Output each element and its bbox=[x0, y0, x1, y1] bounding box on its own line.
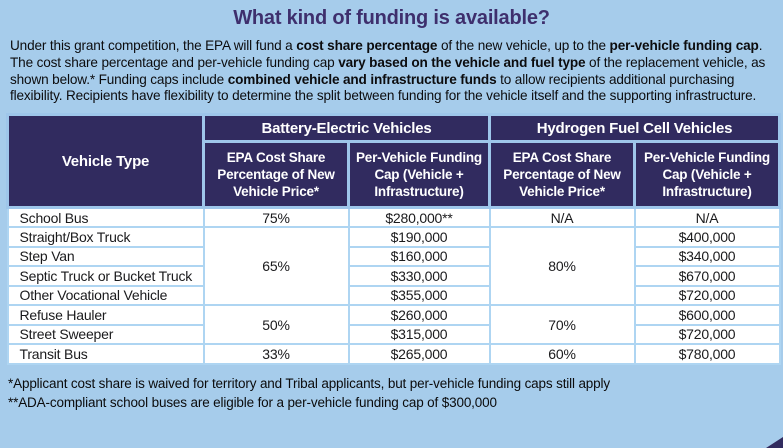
vehicle-type-header: Vehicle Type bbox=[6, 113, 205, 210]
h2-cost-share-cell: N/A bbox=[488, 206, 636, 229]
table-group-header-row: Vehicle Type Battery-Electric Vehicles H… bbox=[6, 113, 781, 210]
footnote-ada-school-bus: **ADA-compliant school buses are eligibl… bbox=[8, 395, 497, 411]
group-header-hydrogen-fuel-cell: Hydrogen Fuel Cell Vehicles bbox=[488, 113, 781, 144]
h2-funding-cap-cell: $670,000 bbox=[633, 265, 781, 287]
h2-cost-share-cell: 80% bbox=[488, 226, 636, 307]
bev-cost-share-cell: 75% bbox=[202, 206, 350, 229]
intro-paragraph: Under this grant competition, the EPA wi… bbox=[10, 38, 766, 104]
bev-cost-share-cell: 65% bbox=[202, 226, 350, 307]
table-row: Straight/Box Truck 65% $190,000 80% $400… bbox=[6, 226, 781, 307]
vehicle-cell: Other Vocational Vehicle bbox=[6, 284, 205, 307]
table-row: School Bus 75% $280,000** N/A N/A bbox=[6, 206, 781, 229]
vehicle-cell: Step Van bbox=[6, 245, 205, 268]
bev-funding-cap-cell: $355,000 bbox=[347, 284, 491, 307]
bev-funding-cap-cell: $260,000 bbox=[347, 304, 491, 326]
subheader-h2-cost-share: EPA Cost Share Percentage of New Vehicle… bbox=[488, 140, 636, 210]
page-title: What kind of funding is available? bbox=[233, 7, 550, 29]
vehicle-cell: Transit Bus bbox=[6, 343, 205, 365]
group-header-battery-electric: Battery-Electric Vehicles bbox=[202, 113, 491, 144]
subheader-bev-funding-cap: Per-Vehicle Funding Cap (Vehicle + Infra… bbox=[347, 140, 491, 210]
h2-funding-cap-cell: $340,000 bbox=[633, 245, 781, 268]
table-row: Step Van $160,000 $340,000 bbox=[6, 245, 781, 268]
bev-funding-cap-cell: $265,000 bbox=[347, 343, 491, 365]
h2-cost-share-cell: 70% bbox=[488, 304, 636, 346]
subheader-h2-funding-cap: Per-Vehicle Funding Cap (Vehicle + Infra… bbox=[633, 140, 781, 210]
table-row: Street Sweeper $315,000 $720,000 bbox=[6, 323, 781, 346]
h2-funding-cap-cell: $720,000 bbox=[633, 284, 781, 307]
table-row: Transit Bus 33% $265,000 60% $780,000 bbox=[6, 343, 781, 365]
bev-cost-share-cell: 50% bbox=[202, 304, 350, 346]
corner-triangle-decoration bbox=[766, 437, 783, 448]
h2-funding-cap-cell: $720,000 bbox=[633, 323, 781, 346]
bev-funding-cap-cell: $280,000** bbox=[347, 206, 491, 229]
vehicle-cell: Septic Truck or Bucket Truck bbox=[6, 265, 205, 287]
bev-funding-cap-cell: $190,000 bbox=[347, 226, 491, 248]
funding-table: Vehicle Type Battery-Electric Vehicles H… bbox=[6, 113, 781, 365]
bev-funding-cap-cell: $160,000 bbox=[347, 245, 491, 268]
vehicle-cell: Straight/Box Truck bbox=[6, 226, 205, 248]
subheader-bev-cost-share: EPA Cost Share Percentage of New Vehicle… bbox=[202, 140, 350, 210]
h2-funding-cap-cell: N/A bbox=[633, 206, 781, 229]
h2-funding-cap-cell: $600,000 bbox=[633, 304, 781, 326]
footnote-cost-share-waiver: *Applicant cost share is waived for terr… bbox=[8, 375, 610, 391]
vehicle-cell: Street Sweeper bbox=[6, 323, 205, 346]
h2-cost-share-cell: 60% bbox=[488, 343, 636, 365]
table-row: Refuse Hauler 50% $260,000 70% $600,000 bbox=[6, 304, 781, 346]
h2-funding-cap-cell: $780,000 bbox=[633, 343, 781, 365]
vehicle-cell: School Bus bbox=[6, 206, 205, 229]
bev-cost-share-cell: 33% bbox=[202, 343, 350, 365]
bev-funding-cap-cell: $330,000 bbox=[347, 265, 491, 287]
vehicle-cell: Refuse Hauler bbox=[6, 304, 205, 326]
table-row: Septic Truck or Bucket Truck $330,000 $6… bbox=[6, 265, 781, 287]
h2-funding-cap-cell: $400,000 bbox=[633, 226, 781, 248]
table-row: Other Vocational Vehicle $355,000 $720,0… bbox=[6, 284, 781, 307]
table-subheader-row: EPA Cost Share Percentage of New Vehicle… bbox=[8, 140, 781, 210]
footnotes: *Applicant cost share is waived for terr… bbox=[8, 374, 783, 413]
bev-funding-cap-cell: $315,000 bbox=[347, 323, 491, 346]
